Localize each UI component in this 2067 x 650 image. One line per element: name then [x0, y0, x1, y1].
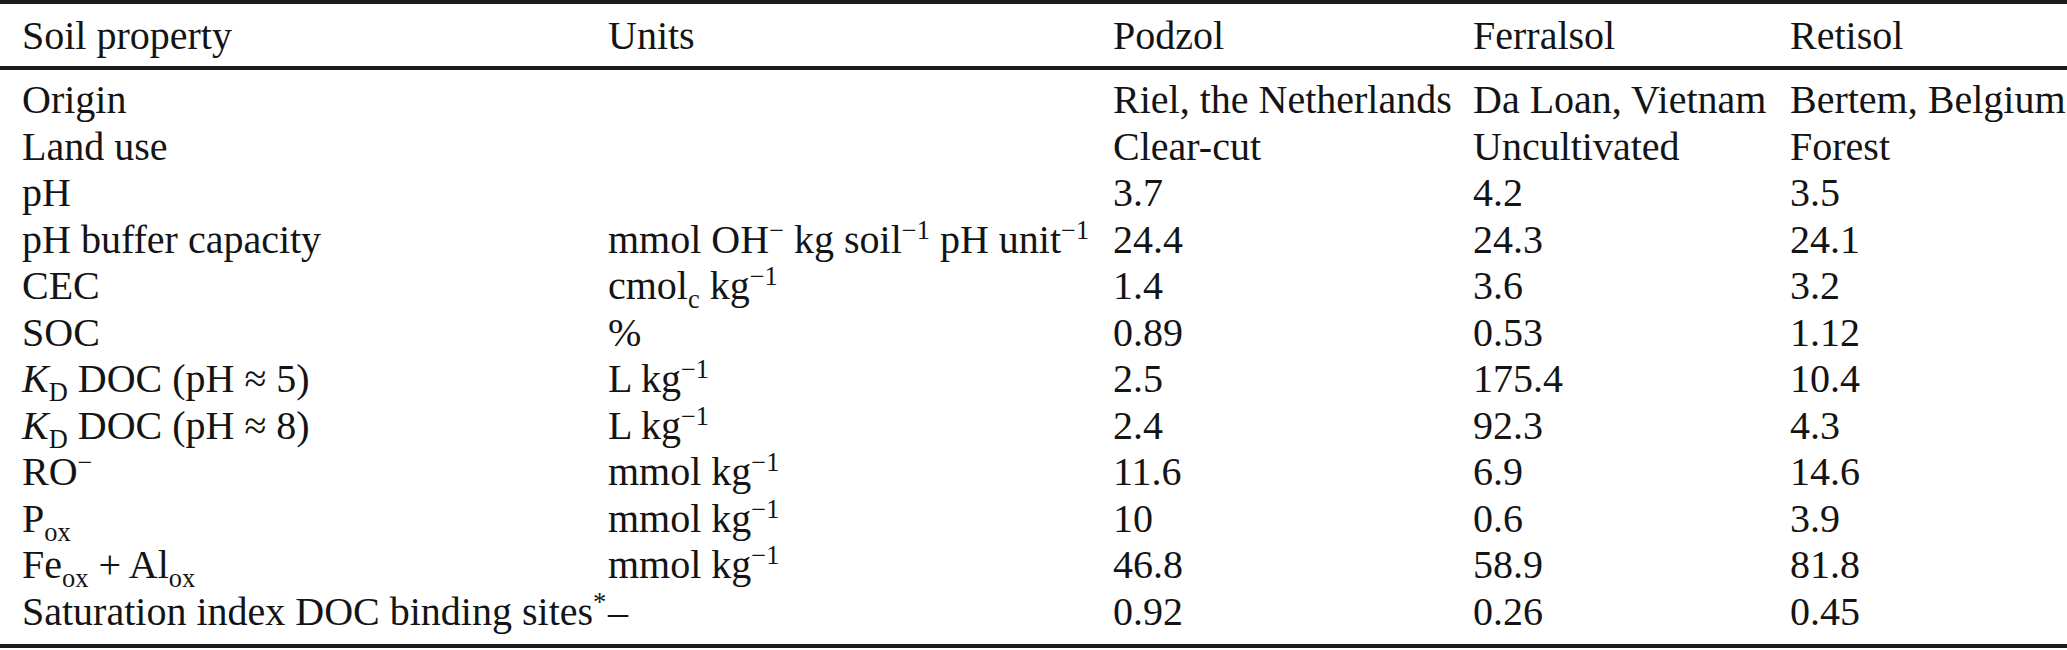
cell-property: KD DOC (pH ≈ 5) — [0, 356, 608, 403]
cell-ferralsol: 58.9 — [1473, 542, 1790, 589]
cell-units: mmol kg−1 — [608, 496, 1113, 543]
cell-units: L kg−1 — [608, 403, 1113, 450]
cell-units — [608, 68, 1113, 124]
cell-ferralsol: Uncultivated — [1473, 124, 1790, 171]
cell-units: mmol kg−1 — [608, 449, 1113, 496]
cell-property: CEC — [0, 263, 608, 310]
cell-podzol: 3.7 — [1113, 170, 1473, 217]
soil-properties-table: Soil property Units Podzol Ferralsol Ret… — [0, 0, 2067, 648]
table-row-ro-minus: RO− mmol kg−1 11.6 6.9 14.6 — [0, 449, 2067, 496]
col-header-podzol: Podzol — [1113, 2, 1473, 68]
cell-property: Feox + Alox — [0, 542, 608, 589]
cell-property: Land use — [0, 124, 608, 171]
cell-retisol: 4.3 — [1790, 403, 2067, 450]
cell-podzol: 11.6 — [1113, 449, 1473, 496]
cell-podzol: 0.92 — [1113, 589, 1473, 647]
cell-retisol: 3.5 — [1790, 170, 2067, 217]
cell-retisol: 1.12 — [1790, 310, 2067, 357]
col-header-units: Units — [608, 2, 1113, 68]
col-header-ferralsol: Ferralsol — [1473, 2, 1790, 68]
cell-podzol: 46.8 — [1113, 542, 1473, 589]
cell-property: Pox — [0, 496, 608, 543]
cell-units: mmol kg−1 — [608, 542, 1113, 589]
cell-units — [608, 170, 1113, 217]
table-row-ph-buffer-capacity: pH buffer capacity mmol OH− kg soil−1 pH… — [0, 217, 2067, 264]
table-row-soc: SOC % 0.89 0.53 1.12 — [0, 310, 2067, 357]
table-header: Soil property Units Podzol Ferralsol Ret… — [0, 2, 2067, 68]
cell-property: Origin — [0, 68, 608, 124]
cell-podzol: 2.5 — [1113, 356, 1473, 403]
cell-ferralsol: 0.26 — [1473, 589, 1790, 647]
cell-retisol: Forest — [1790, 124, 2067, 171]
cell-podzol: 1.4 — [1113, 263, 1473, 310]
table-row-ph: pH 3.7 4.2 3.5 — [0, 170, 2067, 217]
table-row-cec: CEC cmolc kg−1 1.4 3.6 3.2 — [0, 263, 2067, 310]
table-row-feox-alox: Feox + Alox mmol kg−1 46.8 58.9 81.8 — [0, 542, 2067, 589]
table-row-kd-doc-ph5: KD DOC (pH ≈ 5) L kg−1 2.5 175.4 10.4 — [0, 356, 2067, 403]
table-row-kd-doc-ph8: KD DOC (pH ≈ 8) L kg−1 2.4 92.3 4.3 — [0, 403, 2067, 450]
cell-retisol: 3.9 — [1790, 496, 2067, 543]
cell-retisol: 0.45 — [1790, 589, 2067, 647]
table-row-origin: Origin Riel, the Netherlands Da Loan, Vi… — [0, 68, 2067, 124]
cell-retisol: 81.8 — [1790, 542, 2067, 589]
cell-units: L kg−1 — [608, 356, 1113, 403]
cell-property: pH buffer capacity — [0, 217, 608, 264]
cell-ferralsol: 0.6 — [1473, 496, 1790, 543]
cell-units: – — [608, 589, 1113, 647]
cell-property: KD DOC (pH ≈ 8) — [0, 403, 608, 450]
cell-property: RO− — [0, 449, 608, 496]
cell-ferralsol: 3.6 — [1473, 263, 1790, 310]
cell-podzol: 0.89 — [1113, 310, 1473, 357]
cell-ferralsol: 92.3 — [1473, 403, 1790, 450]
cell-property: pH — [0, 170, 608, 217]
table-row-pox: Pox mmol kg−1 10 0.6 3.9 — [0, 496, 2067, 543]
cell-retisol: 24.1 — [1790, 217, 2067, 264]
cell-podzol: 24.4 — [1113, 217, 1473, 264]
cell-units — [608, 124, 1113, 171]
cell-ferralsol: 6.9 — [1473, 449, 1790, 496]
paper-page-table: Soil property Units Podzol Ferralsol Ret… — [0, 0, 2067, 650]
col-header-soil-property: Soil property — [0, 2, 608, 68]
table-body: Origin Riel, the Netherlands Da Loan, Vi… — [0, 68, 2067, 646]
cell-ferralsol: 4.2 — [1473, 170, 1790, 217]
cell-units: cmolc kg−1 — [608, 263, 1113, 310]
cell-units: mmol OH− kg soil−1 pH unit−1 — [608, 217, 1113, 264]
cell-retisol: 10.4 — [1790, 356, 2067, 403]
cell-ferralsol: 24.3 — [1473, 217, 1790, 264]
cell-podzol: Clear-cut — [1113, 124, 1473, 171]
cell-ferralsol: Da Loan, Vietnam — [1473, 68, 1790, 124]
cell-ferralsol: 175.4 — [1473, 356, 1790, 403]
cell-retisol: 3.2 — [1790, 263, 2067, 310]
cell-property: SOC — [0, 310, 608, 357]
cell-retisol: 14.6 — [1790, 449, 2067, 496]
cell-podzol: 2.4 — [1113, 403, 1473, 450]
cell-units: % — [608, 310, 1113, 357]
cell-retisol: Bertem, Belgium — [1790, 68, 2067, 124]
cell-ferralsol: 0.53 — [1473, 310, 1790, 357]
header-row: Soil property Units Podzol Ferralsol Ret… — [0, 2, 2067, 68]
cell-property: Saturation index DOC binding sites* — [0, 589, 608, 647]
table-row-land-use: Land use Clear-cut Uncultivated Forest — [0, 124, 2067, 171]
col-header-retisol: Retisol — [1790, 2, 2067, 68]
cell-podzol: 10 — [1113, 496, 1473, 543]
cell-podzol: Riel, the Netherlands — [1113, 68, 1473, 124]
table-row-saturation-index: Saturation index DOC binding sites* – 0.… — [0, 589, 2067, 647]
